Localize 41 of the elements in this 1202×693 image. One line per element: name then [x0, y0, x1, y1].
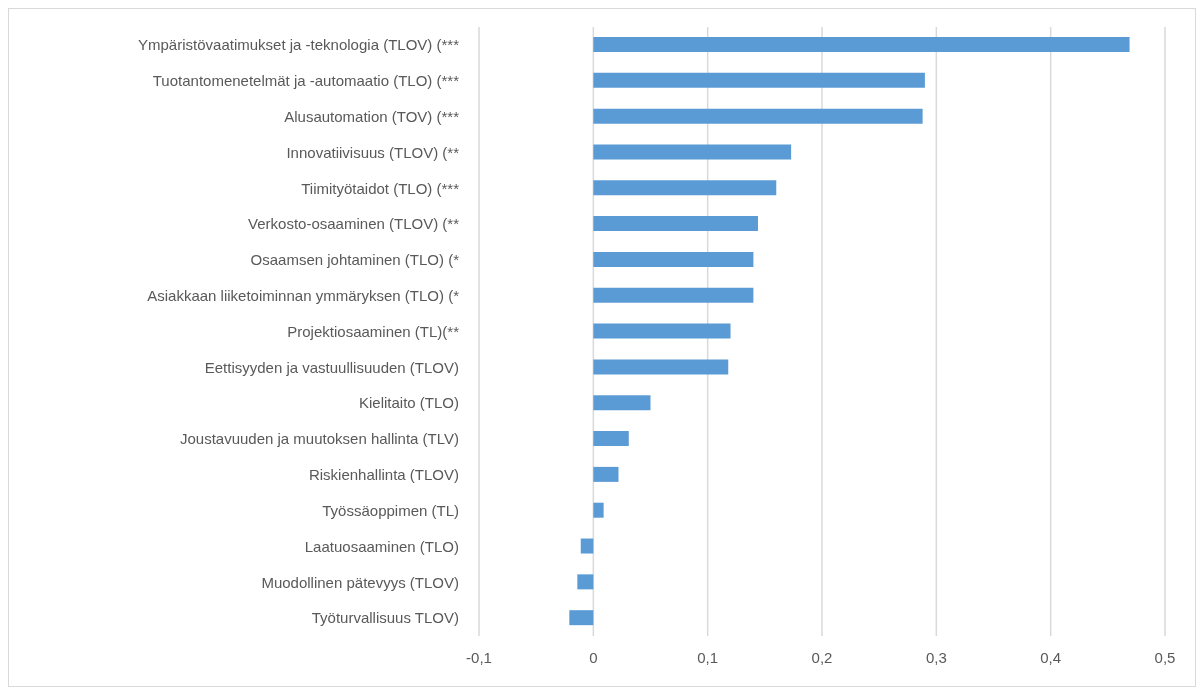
- y-tick-label: Innovatiivisuus (TLOV) (**: [286, 143, 460, 161]
- y-tick-label: Eettisyyden ja vastuullisuuden (TLOV): [204, 358, 459, 376]
- x-tick-label: 0,5: [1154, 648, 1176, 666]
- y-tick-label: Työssäoppimen (TL): [322, 501, 459, 519]
- bar: [593, 72, 925, 88]
- bar: [593, 37, 1130, 52]
- y-tick-label: Asiakkaan liiketoiminnan ymmäryksen (TLO) (*: [147, 287, 460, 304]
- y-tick-label: Osaamsen johtaminen (TLO) (*: [250, 251, 460, 269]
- y-tick-label: Joustavuuden ja muutoksen hallinta (TLV): [179, 430, 459, 448]
- x-tick-label: 0,3: [925, 648, 947, 666]
- y-tick-label: Tuotantomenetelmät ja -automaatio (TLO) (***: [152, 72, 460, 90]
- bar: [593, 108, 923, 124]
- y-tick-label: Verkosto-osaaminen (TLOV) (**: [248, 215, 460, 233]
- bar: [593, 216, 758, 232]
- y-tick-label: Muodollinen pätevyys (TLOV): [261, 573, 459, 591]
- x-tick-label: -0,1: [466, 648, 492, 666]
- y-tick-label: Ympäristövaatimukset ja -teknologia (TLOV) (***: [138, 36, 460, 54]
- y-tick-label: Projektiosaaminen (TL)(**: [287, 322, 460, 340]
- x-tick-label: 0: [589, 648, 598, 666]
- bar: [580, 538, 594, 554]
- bar: [593, 466, 619, 482]
- bar: [593, 144, 792, 160]
- y-tick-label: Alusautomation (TOV) (***: [284, 107, 460, 125]
- x-tick-label: 0,1: [697, 648, 719, 666]
- y-tick-label: Tiimityötaidot (TLO) (***: [301, 179, 460, 197]
- y-tick-label: Kielitaito (TLO): [358, 394, 459, 412]
- bar: [569, 610, 594, 626]
- y-tick-label: Riskienhallinta (TLOV): [308, 466, 459, 484]
- bar: [593, 287, 754, 303]
- bar: [593, 395, 651, 411]
- bar: [593, 502, 604, 518]
- bar: [593, 359, 729, 375]
- y-tick-label: Laatuosaaminen (TLO): [304, 537, 459, 555]
- bar: [593, 323, 731, 339]
- bar: [577, 574, 594, 590]
- bar: [593, 431, 629, 447]
- y-tick-label: Työturvallisuus TLOV): [311, 609, 459, 627]
- bar: [593, 180, 777, 196]
- x-tick-label: 0,4: [1040, 648, 1062, 666]
- bar: [593, 251, 754, 267]
- x-tick-label: 0,2: [811, 648, 833, 666]
